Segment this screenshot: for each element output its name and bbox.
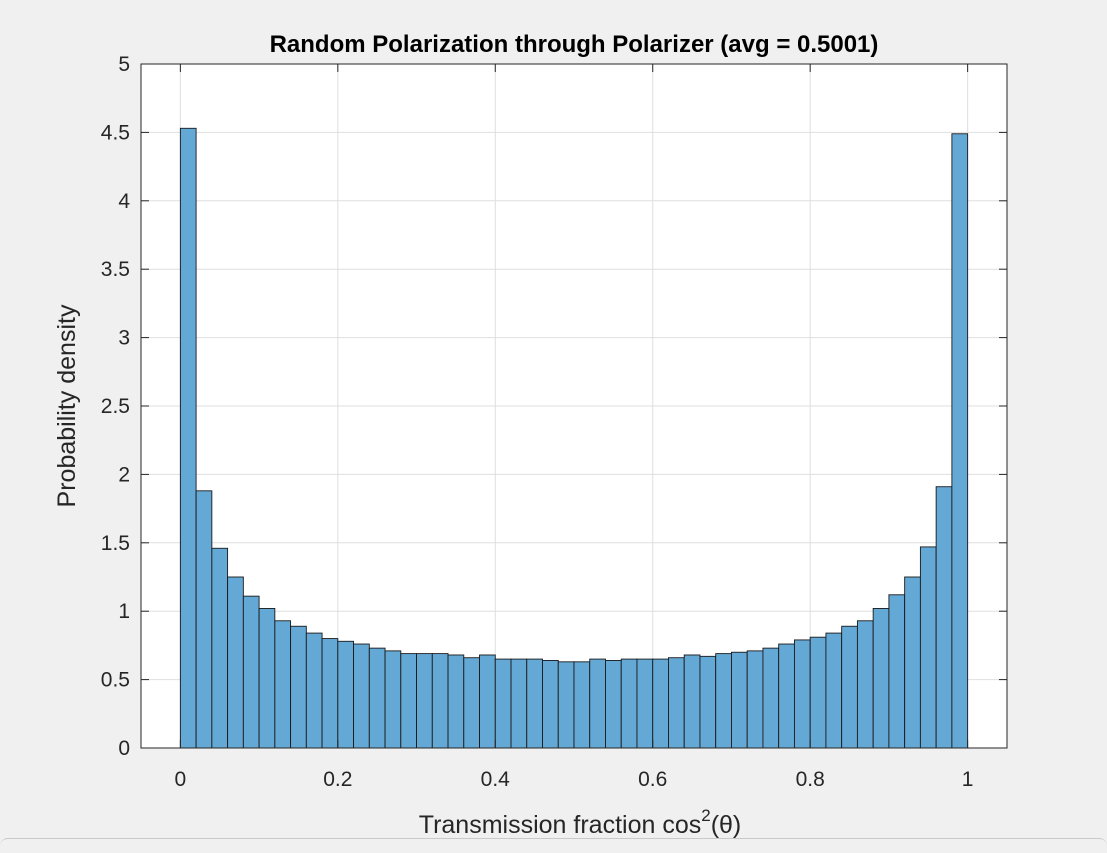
histogram-bar [778,643,795,749]
histogram-bar [479,654,496,749]
histogram-bar [793,639,811,749]
histogram-bar [526,658,543,749]
histogram-bar [368,647,386,749]
histogram-bar [731,651,748,749]
histogram-bar [447,654,465,749]
histogram-bar [589,658,606,749]
histogram-bar [762,647,780,749]
chart-title: Random Polarization through Polarizer (a… [270,31,879,58]
x-tick-label: 0.2 [323,768,352,791]
histogram-bar [290,625,307,749]
histogram-bar [951,133,969,749]
histogram-bar [274,620,292,749]
window-bottom-edge [0,838,1107,849]
histogram-bar [683,654,701,749]
histogram-bar [321,638,339,749]
histogram-bar [652,658,669,749]
x-axis-label-prefix: Transmission fraction cos [419,811,702,839]
histogram-bar [431,653,449,749]
histogram-bar [179,127,197,749]
histogram-bar [620,658,638,749]
x-tick-label: 0.4 [481,768,511,791]
y-tick-label: 4 [118,190,130,213]
x-axis-label-suffix: (θ) [711,811,742,839]
y-tick-label: 3 [118,327,130,350]
histogram-bar [715,653,732,749]
histogram-bar [935,486,953,749]
histogram-bar [636,658,654,749]
y-tick-label: 1.5 [101,532,130,555]
x-tick-label: 0.6 [638,768,667,791]
histogram-bar [494,658,512,749]
histogram-bar [463,657,480,749]
y-tick-label: 0.5 [101,669,130,692]
x-axis-label: Transmission fraction cos2(θ) [419,806,742,839]
histogram-bar [542,659,559,749]
y-tick-labels: 0 0.5 1 1.5 2 2.5 3 3.5 4 4.5 5 [101,53,131,760]
y-tick-label: 1 [118,600,130,623]
x-tick-label: 0 [175,768,187,791]
histogram-bar [557,661,575,749]
axis-ticks [141,63,1007,749]
y-tick-label: 3.5 [101,258,130,281]
y-tick-label: 4.5 [101,121,130,144]
histogram-bar [416,653,433,749]
histogram-bar [809,636,827,749]
x-tick-labels: 0 0.2 0.4 0.6 0.8 1 [175,768,974,791]
y-tick-label: 2 [118,463,130,486]
histogram-bar [337,640,355,749]
histogram-bar [510,658,528,749]
histogram-bar [305,632,323,749]
histogram-bar [856,620,874,749]
histogram-bar [353,643,370,749]
histogram-bar [195,490,213,749]
histogram-bar [605,659,622,749]
histogram-bar [919,546,937,749]
x-tick-label: 0.8 [796,768,825,791]
y-axis-label: Probability density [53,304,81,507]
y-tick-label: 0 [118,737,130,760]
histogram-bar [872,608,890,749]
histogram-bar [746,650,764,749]
histogram-bar [825,632,843,749]
histogram-bar [227,576,244,749]
y-tick-label: 2.5 [101,395,130,418]
x-axis-label-superscript: 2 [701,806,710,825]
histogram-bar [888,594,906,749]
histogram-bar [242,595,260,749]
histogram-bar [211,547,229,749]
histogram-bar [904,576,921,749]
histogram-bar [573,661,591,749]
y-tick-label: 5 [118,53,130,76]
histogram-bar [258,608,276,749]
x-tick-label: 1 [962,768,974,791]
histogram-bar [384,650,402,749]
histogram-bar [400,653,417,749]
histogram-bar [699,655,717,749]
histogram-bar [668,657,685,749]
histogram-bar [841,625,858,749]
